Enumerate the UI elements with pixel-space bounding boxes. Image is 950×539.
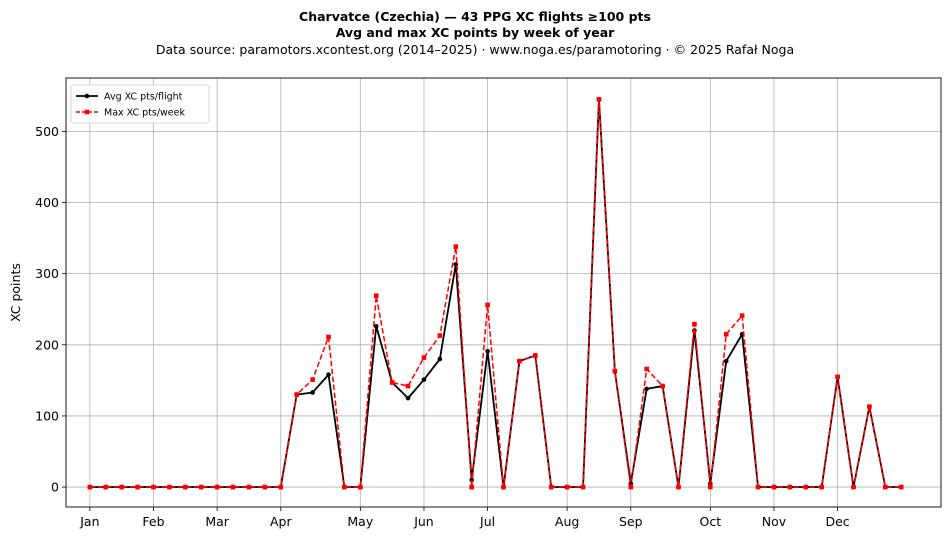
max-data-point — [453, 244, 459, 249]
avg-data-point — [373, 323, 379, 329]
max-data-point — [310, 377, 315, 382]
ticks: 0 100 200 300 400 500 Jan Feb Mar Apr May Jun Jul Aug… — [35, 124, 850, 529]
max-data-point — [421, 355, 427, 360]
x-tick-label: Jun — [413, 514, 434, 529]
max-data-point — [103, 484, 109, 490]
max-data-point — [501, 484, 506, 490]
max-data-point — [644, 366, 649, 372]
avg-data-point — [326, 372, 331, 377]
max-data-point — [708, 484, 713, 490]
max-data-point — [739, 313, 745, 318]
chart-subtitle: Avg and max XC points by week of year — [335, 25, 615, 40]
max-data-point — [151, 484, 156, 490]
max-data-point — [628, 484, 634, 490]
max-data-point — [676, 484, 681, 490]
avg-data-point — [723, 358, 729, 364]
max-data-point — [246, 484, 252, 490]
avg-data-point — [421, 377, 427, 382]
max-data-point — [342, 484, 347, 490]
max-data-point — [517, 358, 522, 364]
x-tick-label: Dec — [825, 514, 849, 529]
x-tick-label: Nov — [762, 514, 787, 529]
grid — [66, 78, 941, 507]
chart-title: Charvatce (Czechia) — 43 PPG XC flights … — [299, 9, 651, 24]
series-layer — [87, 97, 904, 490]
max-data-point — [787, 484, 793, 490]
x-tick-label: Jan — [79, 514, 99, 529]
avg-series-line — [89, 98, 902, 488]
max-data-point — [692, 321, 697, 327]
max-data-point — [883, 484, 888, 490]
x-tick-label: Mar — [205, 514, 229, 529]
y-tick-label: 300 — [35, 266, 59, 281]
max-data-point — [867, 404, 872, 409]
max-data-point — [358, 484, 363, 490]
max-data-point — [294, 392, 299, 397]
max-data-point — [405, 383, 411, 389]
max-data-point — [389, 380, 395, 385]
max-data-point — [755, 484, 761, 490]
max-data-point — [167, 484, 172, 490]
y-tick-label: 400 — [35, 195, 59, 210]
legend-marker-max — [84, 109, 90, 115]
max-data-point — [485, 302, 490, 308]
max-data-point — [230, 484, 236, 490]
max-series-line — [89, 98, 902, 488]
x-tick-label: Feb — [142, 514, 164, 529]
max-data-point — [214, 484, 220, 490]
plot-frame — [65, 77, 942, 508]
max-data-point — [326, 334, 331, 340]
max-data-point — [723, 331, 729, 337]
max-data-point — [262, 484, 268, 490]
x-tick-label: Aug — [555, 514, 579, 529]
max-data-point — [437, 333, 443, 338]
max-data-point — [469, 484, 474, 490]
y-axis-label: XC points — [8, 263, 23, 322]
max-data-point — [803, 484, 809, 490]
max-data-point — [135, 484, 140, 490]
legend-label-avg: Avg XC pts/flight — [104, 92, 183, 103]
max-data-point — [580, 484, 586, 490]
max-data-point — [278, 484, 284, 490]
data-source-note: Data source: paramotors.xcontest.org (20… — [155, 42, 795, 57]
avg-data-point — [485, 348, 490, 354]
avg-data-point — [310, 390, 315, 395]
max-data-point — [548, 484, 554, 490]
max-data-point — [851, 484, 856, 490]
max-data-point — [198, 484, 204, 490]
y-tick-label: 500 — [35, 124, 59, 139]
max-data-point — [373, 293, 379, 299]
max-data-point — [564, 484, 570, 490]
max-data-point — [596, 97, 602, 102]
max-data-point — [119, 484, 124, 490]
max-data-point — [533, 353, 538, 358]
legend-box — [70, 84, 210, 124]
y-tick-label: 0 — [51, 480, 59, 495]
x-tick-label: Jul — [479, 514, 495, 529]
max-data-point — [183, 484, 188, 490]
max-data-point — [819, 484, 824, 490]
x-tick-label: Apr — [270, 514, 292, 529]
y-tick-label: 100 — [35, 408, 59, 423]
avg-data-point — [437, 356, 443, 362]
max-data-point — [835, 374, 840, 380]
x-tick-label: Sep — [619, 514, 643, 529]
max-data-point — [898, 484, 904, 490]
avg-data-point — [405, 395, 411, 401]
y-tick-label: 200 — [35, 337, 59, 352]
max-data-point — [771, 484, 777, 490]
legend: Avg XC pts/flight Max XC pts/week — [70, 84, 210, 124]
max-data-point — [87, 484, 93, 490]
max-data-point — [660, 383, 665, 389]
x-tick-label: Oct — [700, 514, 722, 529]
legend-marker-avg — [84, 93, 90, 99]
max-data-point — [612, 368, 618, 374]
legend-label-max: Max XC pts/week — [104, 108, 185, 119]
x-tick-label: May — [347, 514, 373, 529]
avg-data-point — [644, 386, 649, 392]
